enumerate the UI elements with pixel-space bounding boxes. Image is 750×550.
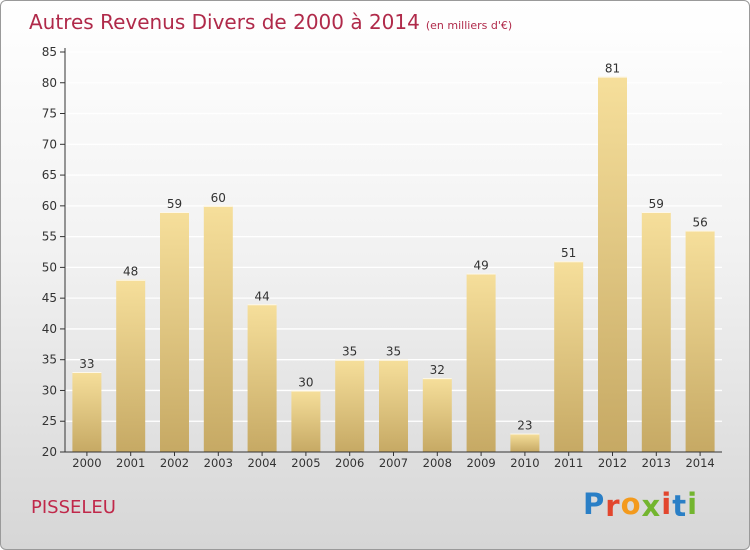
chart-subtitle: (en milliers d'€)	[425, 19, 513, 32]
y-tick-label: 85	[42, 45, 57, 59]
proxiti-logo: Proxiti	[583, 487, 699, 523]
x-tick-label: 2003	[204, 456, 233, 470]
data-label: 30	[298, 375, 313, 389]
x-tick-labels: 2000 2001 2002 2003 2004 2005 2006 2007 2008 2009…	[72, 456, 714, 470]
y-tick-label: 80	[42, 76, 57, 90]
data-label: 81	[605, 62, 620, 76]
x-tick-label: 2009	[466, 456, 495, 470]
logo-letter: t	[672, 489, 688, 523]
x-tick-label: 2014	[685, 456, 714, 470]
data-label: 32	[430, 363, 445, 377]
data-label: 59	[649, 197, 664, 211]
x-tick-label: 2005	[291, 456, 320, 470]
y-tick-label: 30	[42, 383, 57, 397]
bar-series	[72, 76, 715, 452]
logo-letter: P	[583, 487, 606, 521]
data-label: 56	[692, 215, 707, 229]
bar	[247, 304, 277, 452]
x-tick-label: 2006	[335, 456, 364, 470]
bar	[203, 205, 233, 452]
y-tick-label: 75	[42, 107, 57, 121]
data-label: 35	[386, 345, 401, 359]
bar	[466, 273, 496, 452]
bar	[379, 359, 408, 452]
data-label: 44	[254, 289, 269, 303]
bar	[510, 433, 540, 452]
y-tick-labels: 20 25 30 35 40 45 50 55 60 65 70 75 80 85	[42, 45, 57, 459]
data-label: 51	[561, 246, 576, 260]
y-tick-label: 60	[42, 199, 57, 213]
data-label: 59	[167, 197, 182, 211]
x-tick-label: 2013	[642, 456, 671, 470]
place-name: PISSELEU	[31, 497, 116, 518]
logo-letter: i	[661, 487, 673, 521]
x-tick-label: 2002	[160, 456, 189, 470]
logo-letter: i	[687, 487, 699, 521]
x-tick-label: 2001	[116, 456, 145, 470]
x-tick-label: 2011	[554, 456, 583, 470]
bar	[641, 212, 671, 452]
bar	[160, 212, 189, 452]
data-labels: 33 48 59 60 44 30 35 35 32 49 23 51 81 59 56	[79, 62, 707, 433]
y-tick-label: 35	[42, 353, 57, 367]
x-tick-label: 2008	[423, 456, 452, 470]
data-label: 23	[517, 419, 532, 433]
bar	[291, 390, 321, 452]
chart-title: Autres Revenus Divers de 2000 à 2014 (en …	[29, 10, 512, 34]
bar	[72, 372, 102, 452]
y-tick-label: 65	[42, 168, 57, 182]
data-label: 48	[123, 265, 138, 279]
y-tick-label: 25	[42, 414, 57, 428]
bar	[422, 378, 452, 452]
x-tick-label: 2004	[247, 456, 276, 470]
y-tick-label: 70	[42, 137, 57, 151]
chart-title-text: Autres Revenus Divers de 2000 à 2014	[29, 10, 420, 34]
data-label: 33	[79, 357, 94, 371]
axes	[60, 48, 722, 456]
bar	[335, 359, 365, 452]
data-label: 35	[342, 345, 357, 359]
x-tick-label: 2007	[379, 456, 408, 470]
x-tick-label: 2012	[598, 456, 627, 470]
y-tick-label: 20	[42, 445, 57, 459]
bar	[116, 279, 146, 452]
x-tick-label: 2010	[510, 456, 539, 470]
y-tick-label: 50	[42, 260, 57, 274]
logo-letter: o	[620, 487, 642, 521]
y-tick-label: 55	[42, 230, 57, 244]
logo-letter: x	[641, 489, 662, 523]
bar	[685, 230, 715, 452]
y-tick-label: 45	[42, 291, 57, 305]
bar	[554, 261, 584, 452]
data-label: 49	[473, 259, 488, 273]
logo-letter: r	[605, 489, 621, 523]
bar	[598, 76, 627, 452]
data-label: 60	[211, 191, 226, 205]
y-tick-label: 40	[42, 322, 57, 336]
x-tick-label: 2000	[72, 456, 101, 470]
